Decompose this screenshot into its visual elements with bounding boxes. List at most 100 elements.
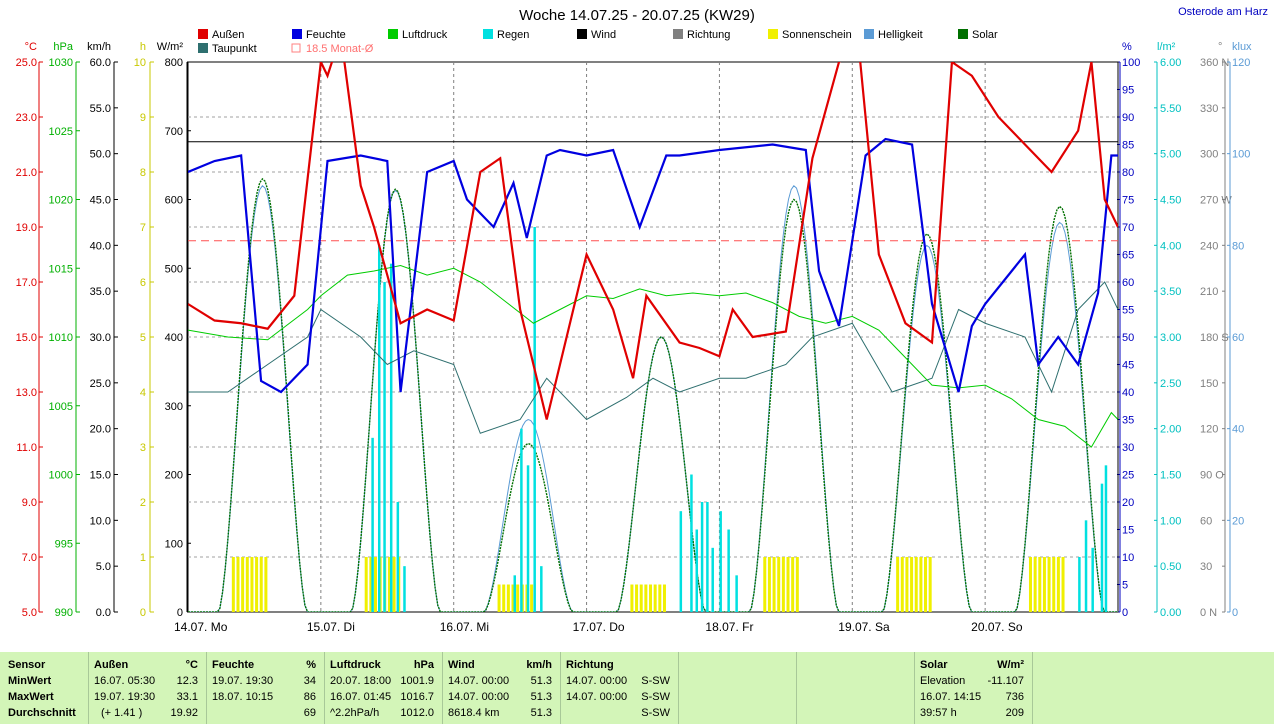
rain-bar: [719, 511, 722, 612]
wind-tick-label: 35.0: [90, 286, 111, 298]
sunshine-bar: [259, 557, 263, 612]
sunshine-bar: [653, 584, 657, 612]
stats-head-sensor: Sensor: [8, 659, 46, 671]
rain-bar: [513, 575, 516, 612]
wind-tick-label: 10.0: [90, 515, 111, 527]
wind-max-time: 14.07. 00:00: [448, 691, 510, 703]
legend-swatch-0: [198, 29, 208, 39]
richtung-max-time: 14.07. 00:00: [566, 691, 628, 703]
solar-max-value: 736: [1005, 691, 1024, 703]
rain-bar: [1084, 520, 1088, 612]
wind-avg-value: 51.3: [530, 707, 552, 719]
sunshine-bar: [502, 584, 506, 612]
humidity-tick-label: 55: [1122, 305, 1134, 317]
sunshine-bar: [905, 557, 909, 612]
rain-tick-label: 4.50: [1160, 195, 1181, 207]
solar-tick-label: 500: [165, 263, 183, 275]
axes: °C25.023.021.019.017.015.013.011.09.07.0…: [16, 41, 1252, 619]
legend: Außen Feuchte Luftdruck Regen Wind Richtung So…: [198, 29, 998, 55]
x-tick-label: 18.07. Fr: [705, 620, 753, 634]
aussen-unit: °C: [185, 659, 198, 671]
richtung-avg-value: S-SW: [641, 707, 670, 719]
sun-tick-label: 0: [140, 607, 146, 619]
sunshine-bar: [900, 557, 904, 612]
lux-tick-label: 80: [1232, 240, 1244, 252]
sunshine-bar: [649, 584, 653, 612]
rain-bar: [679, 511, 683, 612]
wind-tick-label: 45.0: [90, 195, 111, 207]
temp-tick-label: 17.0: [16, 277, 37, 289]
sunshine-bar: [250, 557, 254, 612]
solar-tick-label: 700: [165, 126, 183, 138]
rain-axis-unit: l/m²: [1157, 41, 1176, 53]
chart-title: Woche 14.07.25 - 20.07.25 (KW29): [519, 7, 755, 24]
x-tick-label: 19.07. Sa: [838, 620, 890, 634]
rain-bar: [735, 575, 738, 612]
direction-tick-label: 0 N: [1200, 607, 1217, 619]
sunshine-bar: [516, 584, 520, 612]
sunshine-bar: [639, 584, 643, 612]
solar-tick-label: 600: [165, 195, 183, 207]
solar-tick-label: 800: [165, 57, 183, 69]
direction-tick-label: 240: [1200, 240, 1218, 252]
direction-tick-label: 150: [1200, 378, 1218, 390]
legend-label-10: 18.5 Monat-Ø: [306, 43, 374, 55]
luftdruck-min-time: 20.07. 18:00: [330, 675, 392, 687]
rain-tick-label: 0.50: [1160, 561, 1181, 573]
sunshine-bar: [1038, 557, 1042, 612]
legend-swatch-2: [388, 29, 398, 39]
solar-line: [188, 177, 1118, 612]
rain-tick-label: 1.50: [1160, 470, 1181, 482]
richtung-min-value: S-SW: [641, 675, 670, 687]
sunshine-bar: [387, 557, 391, 612]
humidity-tick-label: 5: [1122, 580, 1128, 592]
humidity-tick-label: 60: [1122, 277, 1134, 289]
sunshine-bar: [1033, 557, 1037, 612]
direction-axis-unit: °: [1218, 41, 1222, 53]
solar-axis-unit: W/m²: [157, 41, 184, 53]
solar-max-time: 16.07. 14:15: [920, 691, 982, 703]
sunshine-bar: [919, 557, 923, 612]
stats-head-avg: Durchschnitt: [8, 707, 76, 719]
legend-swatch-6: [768, 29, 778, 39]
sunshine-bar: [236, 557, 240, 612]
rain-tick-label: 5.00: [1160, 149, 1181, 161]
statistics-panel: Sensor MinWert MaxWert Durchschnitt Auße…: [0, 652, 1274, 724]
rain-bar: [690, 474, 693, 612]
sun-axis-unit: h: [140, 41, 146, 53]
luftdruck-trend: ^2.2hPa/h: [330, 707, 380, 719]
wind-tick-label: 0.0: [96, 607, 111, 619]
rain-bar: [695, 529, 699, 612]
wind-tick-label: 15.0: [90, 470, 111, 482]
temp-tick-label: 5.0: [22, 607, 37, 619]
x-tick-label: 14.07. Mo: [174, 620, 228, 634]
sun-tick-label: 5: [140, 332, 146, 344]
aussen-max-time: 19.07. 19:30: [94, 691, 156, 703]
sunshine-bar: [364, 557, 368, 612]
sun-tick-label: 6: [140, 277, 146, 289]
wind-title: Wind: [448, 659, 475, 671]
sunshine-bar: [245, 557, 249, 612]
sunshine-bar: [635, 584, 639, 612]
sunshine-bar: [896, 557, 900, 612]
sunshine-bar: [1047, 557, 1051, 612]
rain-tick-label: 1.00: [1160, 515, 1181, 527]
sunshine-bar: [1042, 557, 1046, 612]
sunshine-bar: [264, 557, 268, 612]
rain-tick-label: 6.00: [1160, 57, 1181, 69]
direction-tick-label: 300: [1200, 149, 1218, 161]
sunshine-bar: [231, 557, 235, 612]
direction-tick-label: 330: [1200, 103, 1218, 115]
sunshine-bar: [630, 584, 634, 612]
temp-tick-label: 7.0: [22, 552, 37, 564]
sunshine-bar: [530, 584, 534, 612]
aussen-min-time: 16.07. 05:30: [94, 675, 156, 687]
humidity-tick-label: 15: [1122, 525, 1134, 537]
rain-bar: [377, 245, 381, 612]
humidity-axis-unit: %: [1122, 41, 1132, 53]
sunshine-bar: [662, 584, 666, 612]
sunshine-bar: [791, 557, 795, 612]
rain-bar: [1104, 465, 1108, 612]
sunshine-bar: [763, 557, 767, 612]
plot-area: [188, 62, 1118, 612]
